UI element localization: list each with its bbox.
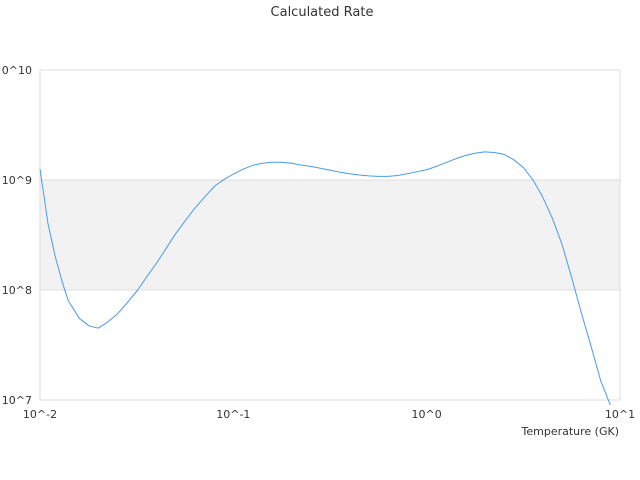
y-tick-label-3: 0^10 xyxy=(2,64,32,77)
x-axis-label: Temperature (GK) xyxy=(521,425,620,438)
y-tick-label-1: 10^8 xyxy=(2,284,32,297)
series-layer xyxy=(39,151,611,406)
y-tick-label-0: 10^7 xyxy=(2,394,32,407)
x-tick-label-0: 10^-2 xyxy=(23,408,57,421)
shaded-band xyxy=(40,180,620,290)
series-line xyxy=(39,151,611,406)
tick-layer: 10^-2 10^-1 10^0 10^1 10^7 10^8 10^9 0^10 xyxy=(2,64,635,421)
chart-title: Calculated Rate xyxy=(271,5,374,20)
x-tick-label-2: 10^0 xyxy=(412,408,442,421)
x-tick-label-1: 10^-1 xyxy=(216,408,250,421)
x-tick-label-3: 10^1 xyxy=(605,408,635,421)
grid-layer xyxy=(39,69,621,401)
band-layer xyxy=(40,180,620,290)
y-tick-label-2: 10^9 xyxy=(2,174,32,187)
